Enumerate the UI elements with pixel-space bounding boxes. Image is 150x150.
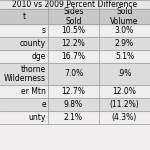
Text: 2010 vs 2009 Percent Difference: 2010 vs 2009 Percent Difference xyxy=(12,0,138,9)
Text: 9.8%: 9.8% xyxy=(64,100,83,109)
Text: thorne
Wilderness: thorne Wilderness xyxy=(4,65,46,83)
Text: 7.0%: 7.0% xyxy=(64,69,83,78)
Text: 2.9%: 2.9% xyxy=(115,39,134,48)
Text: .9%: .9% xyxy=(117,69,132,78)
Bar xyxy=(0,0,150,9)
Bar xyxy=(0,9,150,24)
Text: 12.7%: 12.7% xyxy=(61,87,85,96)
Text: er Mtn: er Mtn xyxy=(21,87,46,96)
Bar xyxy=(0,98,150,111)
Text: 3.0%: 3.0% xyxy=(115,26,134,35)
Bar xyxy=(0,37,150,50)
Text: unty: unty xyxy=(29,113,46,122)
Text: 12.2%: 12.2% xyxy=(62,39,85,48)
Text: 5.1%: 5.1% xyxy=(115,52,134,61)
Text: e: e xyxy=(41,100,46,109)
Text: 2.1%: 2.1% xyxy=(64,113,83,122)
Text: (11.2%): (11.2%) xyxy=(110,100,139,109)
Text: t: t xyxy=(22,12,26,21)
Text: (4.3%): (4.3%) xyxy=(112,113,137,122)
Bar xyxy=(0,63,150,85)
Text: s: s xyxy=(42,26,46,35)
Text: 10.5%: 10.5% xyxy=(61,26,85,35)
Text: dge: dge xyxy=(32,52,46,61)
Text: Sides
Sold: Sides Sold xyxy=(63,7,84,26)
Text: county: county xyxy=(20,39,46,48)
Text: Sold
Volume: Sold Volume xyxy=(110,7,139,26)
Text: 16.7%: 16.7% xyxy=(61,52,85,61)
Text: 12.0%: 12.0% xyxy=(112,87,136,96)
